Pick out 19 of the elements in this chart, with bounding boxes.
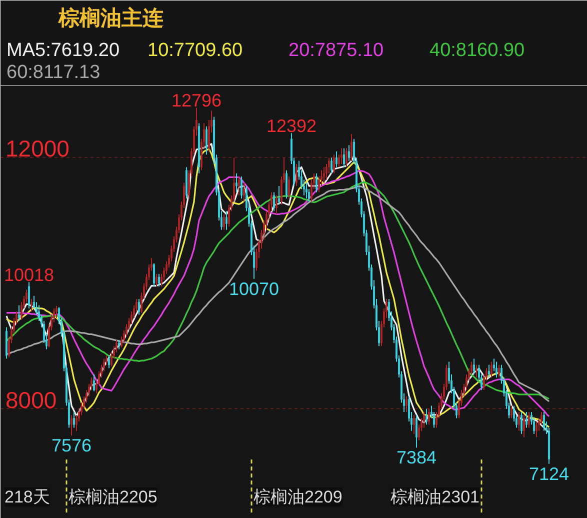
- annotation: 12392: [266, 116, 317, 136]
- text: 10:7709.60: [148, 40, 243, 61]
- annotation: 12796: [171, 90, 222, 111]
- annotation: 7384: [396, 448, 437, 468]
- annotation: 218天: [4, 488, 50, 506]
- chart-title: 棕榈油主连: [58, 6, 164, 30]
- annotation: 7576: [51, 436, 92, 456]
- text: MA5:7619.20: [6, 40, 120, 61]
- annotation: 棕榈油2301: [390, 488, 480, 506]
- text: 20:7875.10: [288, 40, 384, 61]
- y-tick-label: 12000: [6, 136, 70, 162]
- annotation: 棕榈油2209: [254, 488, 342, 506]
- annotation: 10018: [4, 265, 54, 286]
- text: 40:8160.90: [430, 40, 525, 61]
- annotation: 棕榈油2205: [68, 488, 158, 506]
- annotation: 10070: [228, 278, 280, 299]
- y-tick-label: 8000: [6, 386, 57, 413]
- annotation: 7124: [528, 464, 570, 484]
- text: 60:8117.13: [6, 62, 100, 83]
